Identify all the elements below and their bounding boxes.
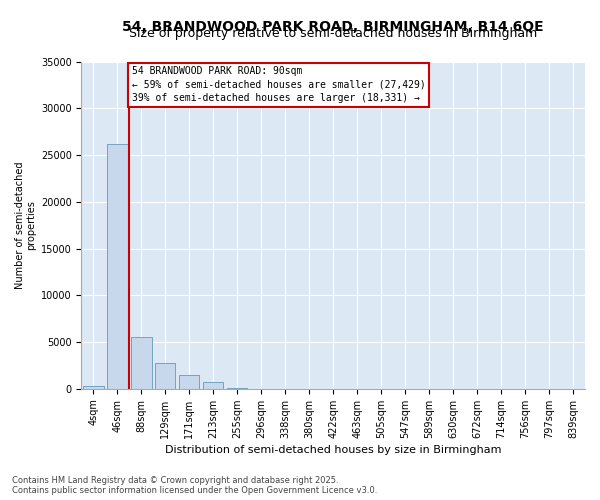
Title: Size of property relative to semi-detached houses in Birmingham: Size of property relative to semi-detach… — [129, 26, 538, 40]
Bar — [179, 375, 199, 389]
Bar — [227, 388, 247, 389]
Text: 54, BRANDWOOD PARK ROAD, BIRMINGHAM, B14 6QE: 54, BRANDWOOD PARK ROAD, BIRMINGHAM, B14… — [122, 20, 544, 34]
Bar — [155, 362, 175, 389]
Bar — [131, 338, 152, 389]
Bar — [203, 382, 223, 389]
Bar — [83, 386, 104, 389]
X-axis label: Distribution of semi-detached houses by size in Birmingham: Distribution of semi-detached houses by … — [165, 445, 502, 455]
Text: Contains HM Land Registry data © Crown copyright and database right 2025.
Contai: Contains HM Land Registry data © Crown c… — [12, 476, 377, 495]
Bar — [107, 144, 128, 389]
Text: 54 BRANDWOOD PARK ROAD: 90sqm
← 59% of semi-detached houses are smaller (27,429): 54 BRANDWOOD PARK ROAD: 90sqm ← 59% of s… — [132, 66, 425, 103]
Y-axis label: Number of semi-detached
properties: Number of semi-detached properties — [15, 162, 37, 289]
